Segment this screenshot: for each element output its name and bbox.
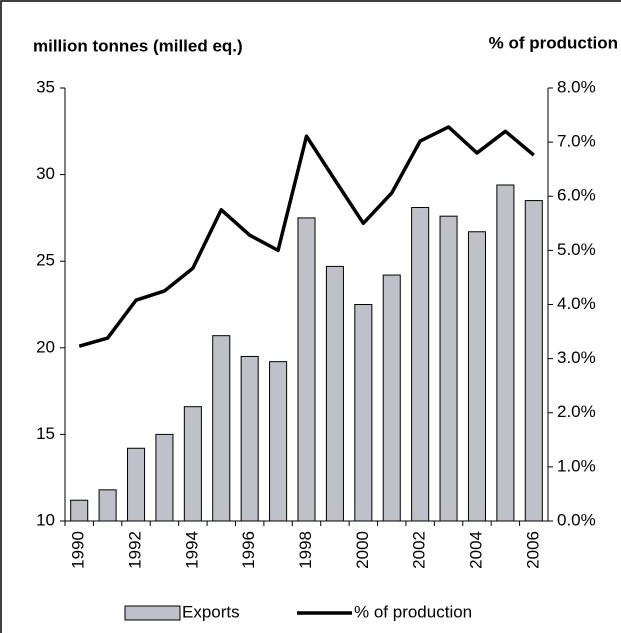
y2-tick-label: 4.0% [557, 294, 596, 313]
x-tick-label: 1996 [239, 531, 258, 569]
y-tick-label: 30 [36, 164, 55, 183]
legend-label: Exports [182, 602, 240, 621]
bar [212, 335, 231, 522]
line [78, 125, 535, 348]
bar [155, 433, 174, 522]
x-tick-label: 2000 [353, 531, 372, 569]
y2-tick-label: 1.0% [557, 456, 596, 475]
y2-tick-label: 7.0% [557, 132, 596, 151]
bar [297, 217, 316, 522]
bar [496, 184, 515, 522]
bar [325, 265, 344, 522]
y-tick-label: 10 [36, 510, 55, 529]
y2-tick-label: 3.0% [557, 348, 596, 367]
y-tick-label: 35 [36, 77, 55, 96]
bar [411, 207, 430, 522]
bar [382, 274, 401, 522]
x-tick-label: 2002 [410, 531, 429, 569]
bar [98, 489, 117, 522]
bar [354, 304, 373, 522]
x-tick-label: 1990 [69, 531, 88, 569]
bar [524, 200, 543, 522]
x-tick-label: 1994 [182, 531, 201, 569]
bar [127, 447, 146, 522]
x-tick-label: 2004 [466, 531, 485, 569]
x-tick-label: 1998 [296, 531, 315, 569]
y2-axis-label: % of production [489, 33, 618, 52]
legend-label: % of production [354, 602, 472, 621]
y-tick-label: 20 [36, 337, 55, 356]
bar [183, 406, 202, 522]
y-tick-label: 25 [36, 251, 55, 270]
legend-swatch [124, 605, 181, 621]
y2-tick-label: 6.0% [557, 186, 596, 205]
y2-tick-label: 2.0% [557, 402, 596, 421]
bar [240, 355, 259, 522]
bar [269, 361, 288, 522]
bar [467, 231, 486, 522]
bar [439, 215, 458, 522]
y2-tick-label: 0.0% [557, 510, 596, 529]
x-tick-label: 2006 [523, 531, 542, 569]
y-tick-label: 15 [36, 424, 55, 443]
bar [70, 499, 89, 522]
y-axis-label: million tonnes (milled eq.) [33, 36, 243, 55]
y2-tick-label: 5.0% [557, 240, 596, 259]
x-tick-label: 1992 [126, 531, 145, 569]
y2-tick-label: 8.0% [557, 77, 596, 96]
